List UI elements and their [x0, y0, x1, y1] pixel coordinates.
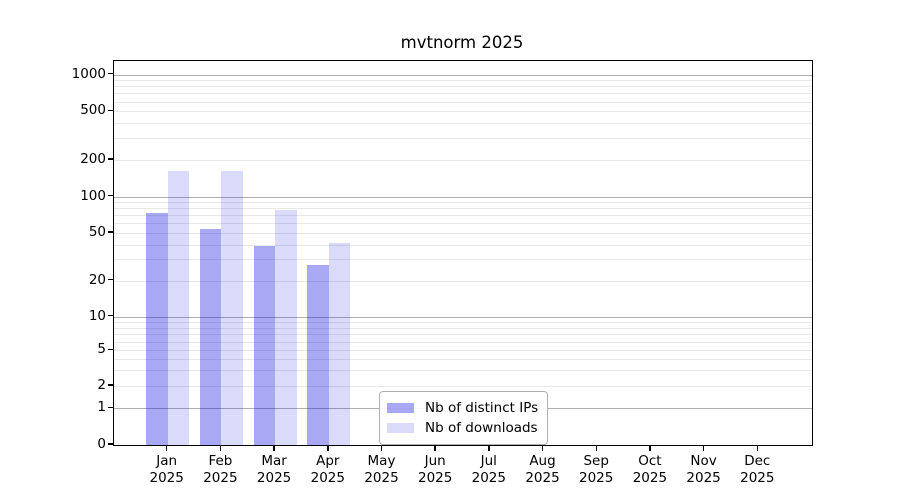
y-axis-tick-mark: [108, 231, 113, 233]
y-axis-tick-label: 200: [80, 150, 106, 167]
x-axis-tick-mark: [380, 445, 383, 451]
minor-gridline: [114, 111, 812, 113]
minor-gridline: [114, 215, 812, 217]
x-axis-tick-mark: [327, 445, 329, 451]
minor-gridline: [114, 350, 812, 352]
bar-downloads-apr: [328, 243, 351, 445]
minor-gridline: [114, 80, 812, 82]
x-axis-tick-label: Jul 2025: [471, 453, 506, 486]
x-axis-tick-label: May 2025: [364, 453, 399, 486]
y-axis-tick-label: 20: [88, 271, 106, 288]
x-axis-tick-mark: [541, 445, 544, 451]
legend: Nb of distinct IPs Nb of downloads: [379, 391, 549, 445]
minor-gridline: [114, 321, 812, 323]
minor-gridline: [114, 232, 812, 234]
minor-gridline: [114, 138, 812, 140]
bar-distinct-ips-mar: [253, 245, 276, 445]
minor-gridline: [114, 223, 812, 225]
minor-gridline: [114, 259, 812, 261]
x-axis-tick-label: Mar 2025: [256, 453, 292, 486]
y-axis-tick-mark: [108, 406, 113, 409]
minor-gridline: [114, 244, 812, 246]
plot-area: Nb of distinct IPs Nb of downloads: [113, 60, 813, 446]
x-axis-tick-label: Aug 2025: [525, 453, 560, 486]
x-axis-tick-label: Nov 2025: [686, 453, 721, 486]
x-axis-tick-mark: [434, 445, 436, 451]
x-axis-tick-label: Feb 2025: [203, 453, 238, 486]
x-axis-tick-mark: [756, 445, 759, 451]
y-axis-tick-mark: [108, 314, 113, 317]
minor-gridline: [114, 123, 812, 125]
x-axis-tick-mark: [273, 445, 275, 451]
legend-swatch-distinct-ips: [387, 403, 414, 413]
chart-title: mvtnorm 2025: [400, 33, 524, 52]
legend-item-downloads: Nb of downloads: [387, 418, 538, 438]
y-axis-tick-label: 100: [80, 187, 106, 204]
minor-gridline: [114, 101, 812, 103]
legend-item-distinct-ips: Nb of distinct IPs: [387, 398, 538, 418]
x-axis-tick-mark: [219, 445, 222, 451]
bar-distinct-ips-jan: [146, 213, 168, 445]
legend-swatch-downloads: [387, 423, 414, 433]
minor-gridline: [114, 280, 812, 282]
x-axis-tick-label: Sep 2025: [579, 453, 614, 486]
y-axis-tick-label: 10: [88, 307, 106, 324]
minor-gridline: [114, 334, 812, 335]
bar-downloads-jan: [167, 170, 190, 445]
x-axis-tick-mark: [488, 445, 490, 451]
minor-gridline: [114, 208, 812, 210]
minor-gridline: [114, 93, 812, 95]
minor-gridline: [114, 202, 812, 204]
y-axis-tick-mark: [108, 109, 113, 111]
y-axis-tick-mark: [108, 158, 113, 160]
minor-gridline: [114, 341, 812, 343]
major-gridline: [114, 74, 812, 76]
bar-downloads-feb: [221, 170, 243, 445]
x-axis-tick-label: Oct 2025: [632, 453, 668, 486]
y-axis-tick-label: 50: [88, 223, 106, 240]
y-axis-tick-mark: [108, 194, 113, 197]
y-axis-tick-label: 500: [80, 102, 106, 119]
y-axis-tick-mark: [108, 443, 113, 445]
x-axis-tick-mark: [649, 445, 651, 451]
legend-label-distinct-ips: Nb of distinct IPs: [425, 400, 539, 416]
x-axis-tick-mark: [595, 445, 597, 451]
bar-distinct-ips-apr: [307, 264, 329, 445]
major-gridline: [114, 316, 812, 318]
y-axis-tick-mark: [108, 384, 113, 386]
bar-downloads-mar: [275, 209, 297, 445]
minor-gridline: [114, 327, 812, 329]
minor-gridline: [114, 370, 812, 372]
y-axis-tick-label: 0: [97, 436, 106, 452]
x-axis-tick-label: Jun 2025: [418, 453, 453, 486]
y-axis-tick-label: 5: [97, 341, 106, 358]
y-axis-tick-label: 1: [97, 399, 106, 416]
bar-distinct-ips-feb: [199, 228, 222, 445]
x-axis-tick-label: Apr 2025: [310, 453, 345, 486]
y-axis-tick-label: 2: [97, 377, 106, 393]
x-axis-tick-label: Dec 2025: [740, 453, 775, 486]
minor-gridline: [114, 86, 812, 88]
x-axis-tick-mark: [702, 445, 705, 451]
x-axis-tick-mark: [165, 445, 168, 451]
y-axis-tick-mark: [108, 348, 113, 350]
minor-gridline: [114, 359, 812, 360]
x-axis-tick-label: Jan 2025: [149, 453, 184, 486]
y-axis-tick-mark: [108, 72, 113, 75]
y-axis-tick-mark: [108, 278, 113, 281]
major-gridline: [114, 196, 812, 198]
minor-gridline: [114, 159, 812, 161]
y-axis-tick-label: 1000: [71, 65, 106, 82]
minor-gridline: [114, 386, 812, 387]
legend-label-downloads: Nb of downloads: [425, 420, 538, 436]
